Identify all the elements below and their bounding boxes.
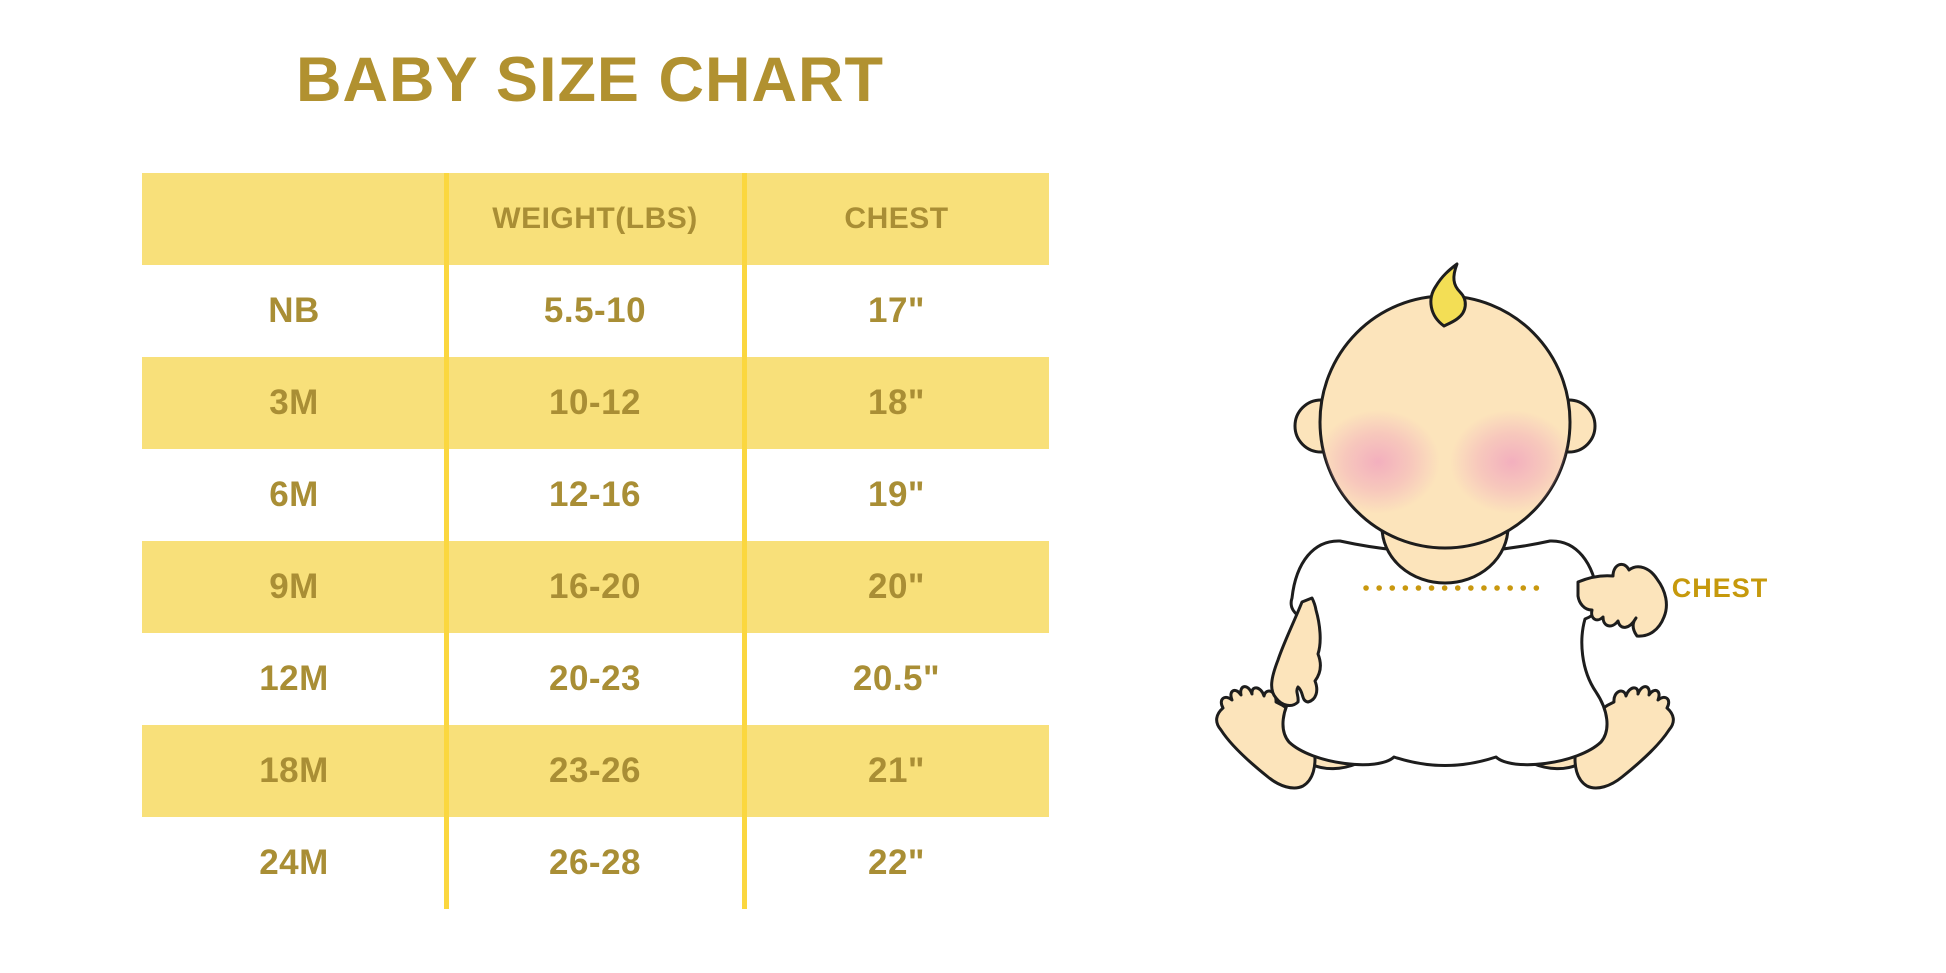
weight-cell: 12-16 [548,475,642,514]
baby-hair-curl [1429,262,1467,328]
table-row: 9M 16-20 20" [142,541,1049,633]
chest-cell: 20" [867,567,926,606]
header-chest: CHEST [844,202,949,235]
size-cell: 24M [259,843,329,882]
weight-cell: 20-23 [548,659,642,698]
baby-right-arm-fist [1576,562,1668,638]
table-row: NB 5.5-10 17" [142,265,1049,357]
table-header-row: WEIGHT(LBS) CHEST [142,173,1049,265]
weight-cell: 26-28 [548,843,642,882]
weight-cell: 5.5-10 [543,291,647,330]
chest-cell: 19" [867,475,926,514]
column-divider [444,173,449,909]
weight-cell: 10-12 [548,383,642,422]
size-cell: 18M [259,751,329,790]
size-cell: 6M [269,475,319,514]
header-size [142,173,446,265]
column-divider [742,173,747,909]
table-row: 3M 10-12 18" [142,357,1049,449]
table-row: 18M 23-26 21" [142,725,1049,817]
baby-illustration: CHEST [1180,250,1800,890]
size-cell: 12M [259,659,329,698]
weight-cell: 23-26 [548,751,642,790]
page-title: BABY SIZE CHART [296,45,884,115]
size-cell: 9M [269,567,319,606]
table-row: 24M 26-28 22" [142,817,1049,909]
size-cell: NB [268,291,320,330]
size-table: WEIGHT(LBS) CHEST NB 5.5-10 17" 3M 10-12… [142,173,1049,909]
baby-left-arm [1270,596,1322,707]
table-row: 6M 12-16 19" [142,449,1049,541]
chest-cell: 21" [867,751,926,790]
header-weight: WEIGHT(LBS) [492,202,698,235]
weight-cell: 16-20 [548,567,642,606]
chest-cell: 17" [867,291,926,330]
chest-label: CHEST [1672,573,1769,603]
chest-cell: 22" [867,843,926,882]
baby-cheeks [1320,410,1570,514]
baby-svg: CHEST [1215,262,1769,790]
chest-cell: 20.5" [852,659,941,698]
table-row: 12M 20-23 20.5" [142,633,1049,725]
chest-cell: 18" [867,383,926,422]
size-cell: 3M [269,383,319,422]
